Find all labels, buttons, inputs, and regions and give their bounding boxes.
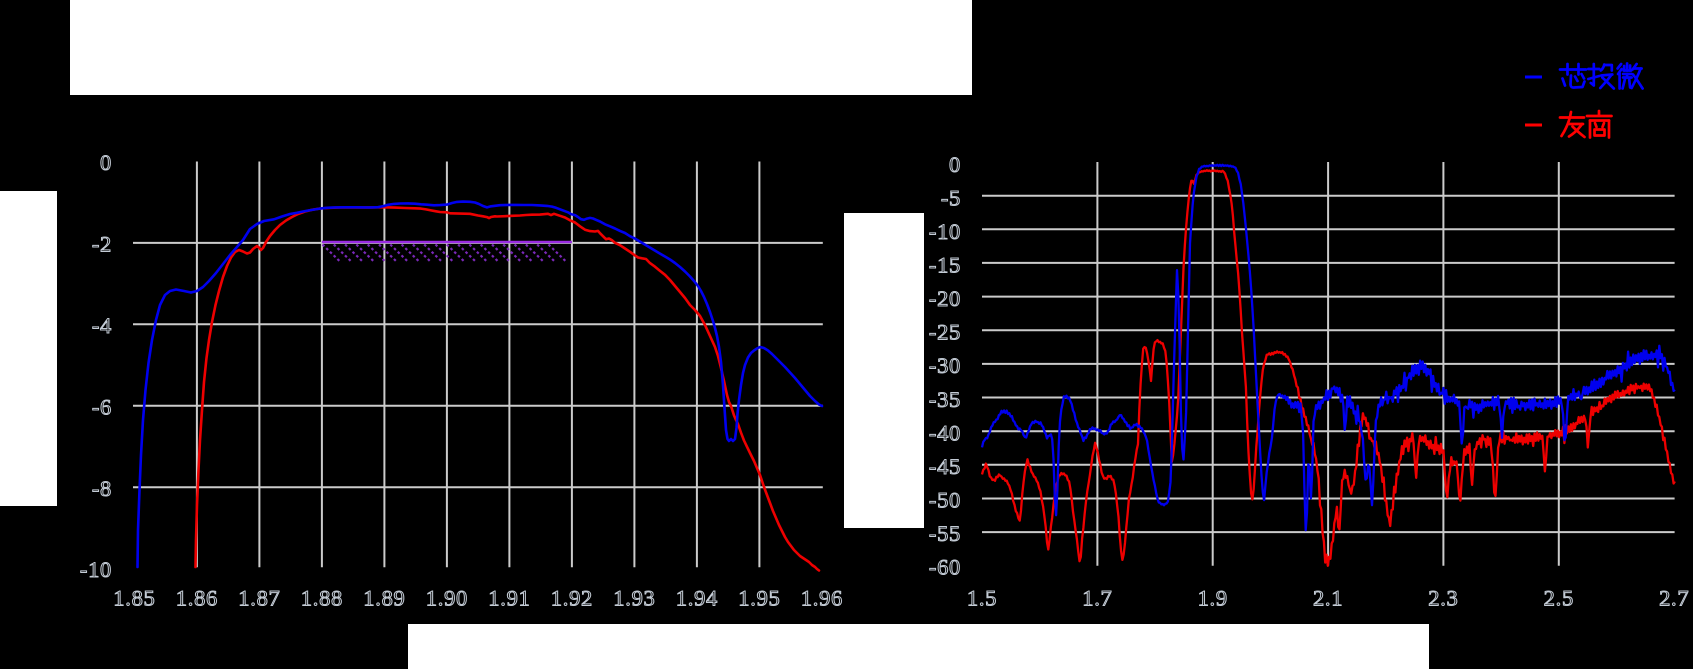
svg-text:1.94: 1.94 [676,586,718,611]
svg-text:1.93: 1.93 [613,586,655,611]
svg-text:1.9: 1.9 [1198,586,1228,611]
svg-text:1.95: 1.95 [738,586,780,611]
svg-text:0: 0 [100,150,112,175]
svg-text:1.7: 1.7 [1082,586,1112,611]
svg-text:1.90: 1.90 [426,586,468,611]
svg-text:-10: -10 [929,219,961,244]
svg-text:-5: -5 [941,186,961,211]
svg-text:1.89: 1.89 [363,586,405,611]
svg-text:-30: -30 [929,353,961,378]
svg-text:2.1: 2.1 [1313,586,1343,611]
svg-text:-8: -8 [92,476,112,501]
svg-text:-45: -45 [929,454,961,479]
svg-text:-10: -10 [80,557,112,582]
svg-text:-35: -35 [929,387,961,412]
svg-text:1.5: 1.5 [967,586,997,611]
svg-text:0: 0 [949,152,961,177]
svg-text:2.3: 2.3 [1428,586,1458,611]
svg-text:1.88: 1.88 [301,586,343,611]
svg-text:-20: -20 [929,286,961,311]
svg-text:-6: -6 [92,394,112,419]
svg-text:1.85: 1.85 [113,586,155,611]
svg-text:-60: -60 [929,555,961,580]
svg-text:1.96: 1.96 [801,586,843,611]
svg-text:2.7: 2.7 [1659,586,1689,611]
svg-text:-50: -50 [929,487,961,512]
svg-text:-25: -25 [929,320,961,345]
svg-text:1.86: 1.86 [176,586,218,611]
svg-text:-15: -15 [929,253,961,278]
svg-text:-55: -55 [929,521,961,546]
svg-text:-4: -4 [92,313,112,338]
svg-text:1.91: 1.91 [488,586,530,611]
svg-text:1.92: 1.92 [551,586,593,611]
svg-text:-40: -40 [929,420,961,445]
svg-text:-2: -2 [92,232,112,257]
svg-text:2.5: 2.5 [1544,586,1574,611]
svg-text:1.87: 1.87 [238,586,280,611]
